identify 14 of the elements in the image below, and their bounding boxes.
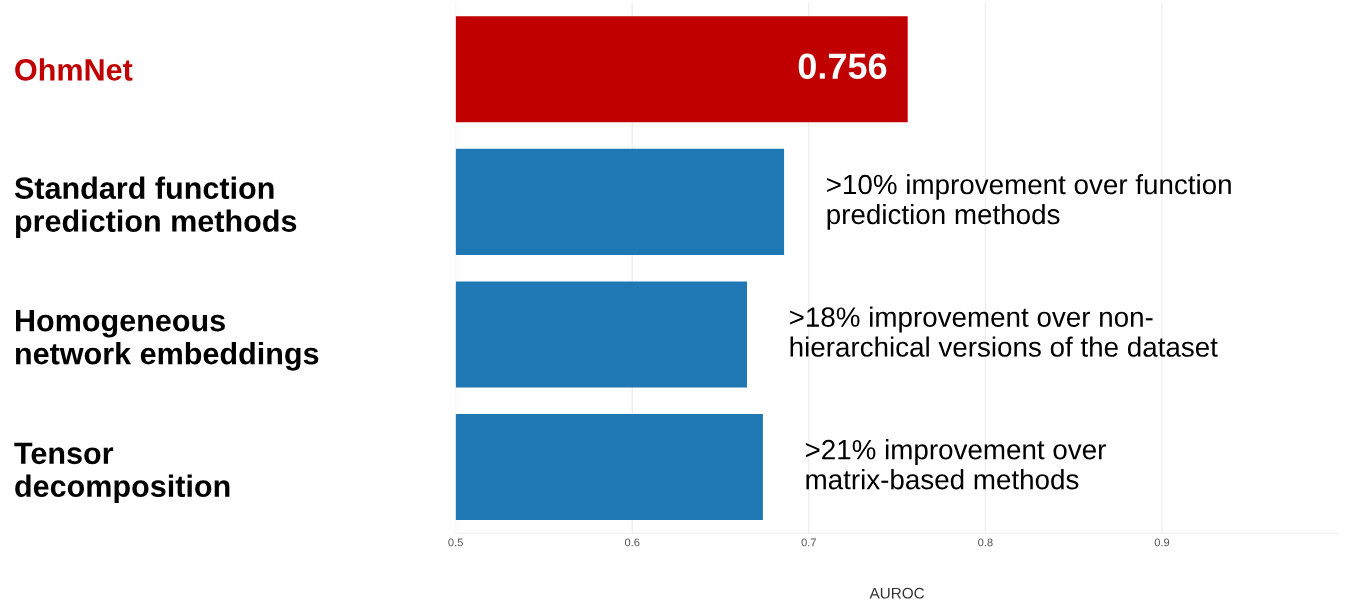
annotation: >10% improvement over function prediction methods <box>827 173 1231 230</box>
y-tick-label: OhmNet <box>15 58 133 81</box>
y-tick-label: Homogeneous network embeddings <box>15 310 319 371</box>
y-tick-label: Tensor decomposition <box>14 442 230 504</box>
x-tick-label: 0.8 <box>978 538 993 547</box>
annotation: >21% improvement over matrix-based methods <box>805 439 1106 490</box>
x-tick-label: 0.9 <box>1154 538 1170 547</box>
x-tick-label: 0.6 <box>624 538 640 547</box>
y-tick-label: Standard function prediction methods <box>14 176 297 238</box>
x-axis-title: AUROC <box>869 587 925 599</box>
data-label: 0.756 <box>798 53 887 79</box>
x-tick-label: 0.5 <box>448 538 463 547</box>
x-tick-label: 0.7 <box>801 538 816 547</box>
annotation: >18% improvement over non- hierarchical versions of the dataset <box>790 306 1218 357</box>
